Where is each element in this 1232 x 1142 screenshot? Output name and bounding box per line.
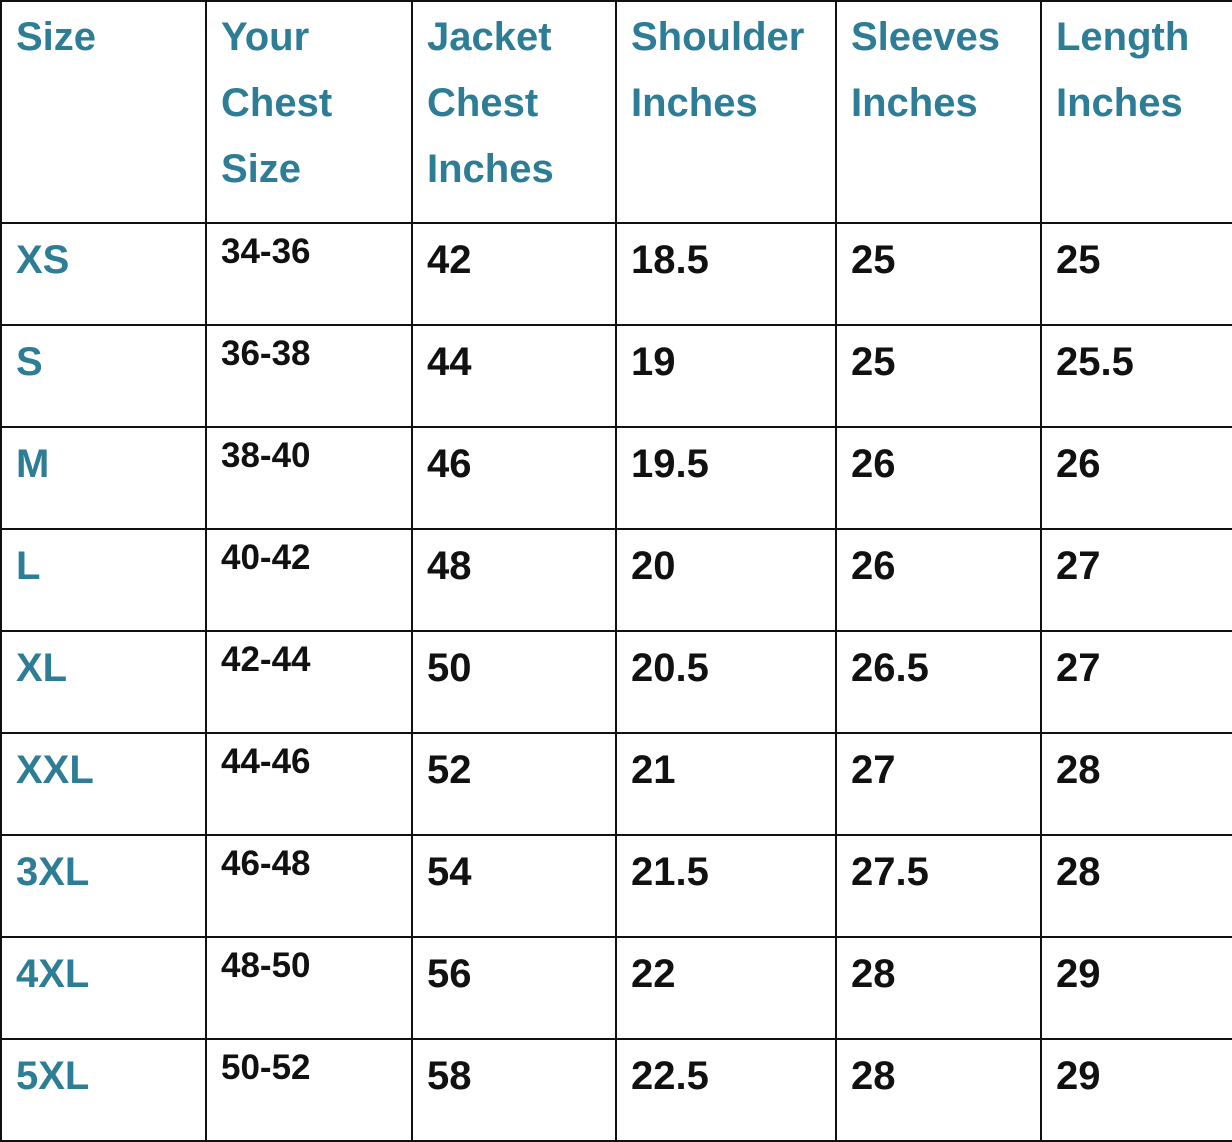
cell-your-chest-size: 42-44 bbox=[205, 630, 413, 734]
cell-jacket-chest: 58 bbox=[411, 1038, 617, 1142]
cell-shoulder: 19.5 bbox=[615, 426, 837, 530]
cell-sleeves: 26 bbox=[835, 426, 1042, 530]
cell-your-chest-size: 40-42 bbox=[205, 528, 413, 632]
header-size: Size bbox=[0, 0, 207, 224]
cell-size: 5XL bbox=[0, 1038, 207, 1142]
cell-jacket-chest: 42 bbox=[411, 222, 617, 326]
cell-your-chest-size: 38-40 bbox=[205, 426, 413, 530]
cell-jacket-chest: 56 bbox=[411, 936, 617, 1040]
cell-your-chest-size: 48-50 bbox=[205, 936, 413, 1040]
table-row: XL 42-44 50 20.5 26.5 27 bbox=[0, 630, 1232, 734]
cell-length: 25 bbox=[1040, 222, 1232, 326]
cell-size: M bbox=[0, 426, 207, 530]
cell-shoulder: 21 bbox=[615, 732, 837, 836]
cell-size: 4XL bbox=[0, 936, 207, 1040]
cell-length: 29 bbox=[1040, 936, 1232, 1040]
cell-size: XXL bbox=[0, 732, 207, 836]
cell-shoulder: 18.5 bbox=[615, 222, 837, 326]
cell-your-chest-size: 44-46 bbox=[205, 732, 413, 836]
cell-jacket-chest: 46 bbox=[411, 426, 617, 530]
cell-sleeves: 26 bbox=[835, 528, 1042, 632]
table-row: XS 34-36 42 18.5 25 25 bbox=[0, 222, 1232, 326]
header-your-chest-size: Your Chest Size bbox=[205, 0, 413, 224]
cell-sleeves: 27 bbox=[835, 732, 1042, 836]
cell-shoulder: 20 bbox=[615, 528, 837, 632]
header-row: Size Your Chest Size Jacket Chest Inches… bbox=[0, 0, 1232, 224]
table-row: S 36-38 44 19 25 25.5 bbox=[0, 324, 1232, 428]
cell-jacket-chest: 50 bbox=[411, 630, 617, 734]
header-length: Length Inches bbox=[1040, 0, 1232, 224]
table-row: XXL 44-46 52 21 27 28 bbox=[0, 732, 1232, 836]
cell-jacket-chest: 52 bbox=[411, 732, 617, 836]
table-row: M 38-40 46 19.5 26 26 bbox=[0, 426, 1232, 530]
cell-size: XS bbox=[0, 222, 207, 326]
cell-shoulder: 22.5 bbox=[615, 1038, 837, 1142]
header-shoulder: Shoulder Inches bbox=[615, 0, 837, 224]
cell-sleeves: 25 bbox=[835, 222, 1042, 326]
table-row: 5XL 50-52 58 22.5 28 29 bbox=[0, 1038, 1232, 1142]
cell-length: 26 bbox=[1040, 426, 1232, 530]
cell-your-chest-size: 34-36 bbox=[205, 222, 413, 326]
header-sleeves: Sleeves Inches bbox=[835, 0, 1042, 224]
cell-size: 3XL bbox=[0, 834, 207, 938]
cell-sleeves: 28 bbox=[835, 1038, 1042, 1142]
cell-shoulder: 20.5 bbox=[615, 630, 837, 734]
cell-shoulder: 21.5 bbox=[615, 834, 837, 938]
cell-length: 28 bbox=[1040, 732, 1232, 836]
cell-length: 27 bbox=[1040, 630, 1232, 734]
table-row: 3XL 46-48 54 21.5 27.5 28 bbox=[0, 834, 1232, 938]
table-row: L 40-42 48 20 26 27 bbox=[0, 528, 1232, 632]
header-jacket-chest: Jacket Chest Inches bbox=[411, 0, 617, 224]
cell-sleeves: 26.5 bbox=[835, 630, 1042, 734]
cell-length: 29 bbox=[1040, 1038, 1232, 1142]
cell-jacket-chest: 54 bbox=[411, 834, 617, 938]
cell-your-chest-size: 36-38 bbox=[205, 324, 413, 428]
cell-sleeves: 25 bbox=[835, 324, 1042, 428]
cell-your-chest-size: 50-52 bbox=[205, 1038, 413, 1142]
cell-length: 27 bbox=[1040, 528, 1232, 632]
cell-shoulder: 19 bbox=[615, 324, 837, 428]
cell-size: S bbox=[0, 324, 207, 428]
cell-size: L bbox=[0, 528, 207, 632]
cell-length: 28 bbox=[1040, 834, 1232, 938]
cell-size: XL bbox=[0, 630, 207, 734]
cell-jacket-chest: 44 bbox=[411, 324, 617, 428]
cell-sleeves: 27.5 bbox=[835, 834, 1042, 938]
cell-jacket-chest: 48 bbox=[411, 528, 617, 632]
cell-your-chest-size: 46-48 bbox=[205, 834, 413, 938]
cell-length: 25.5 bbox=[1040, 324, 1232, 428]
